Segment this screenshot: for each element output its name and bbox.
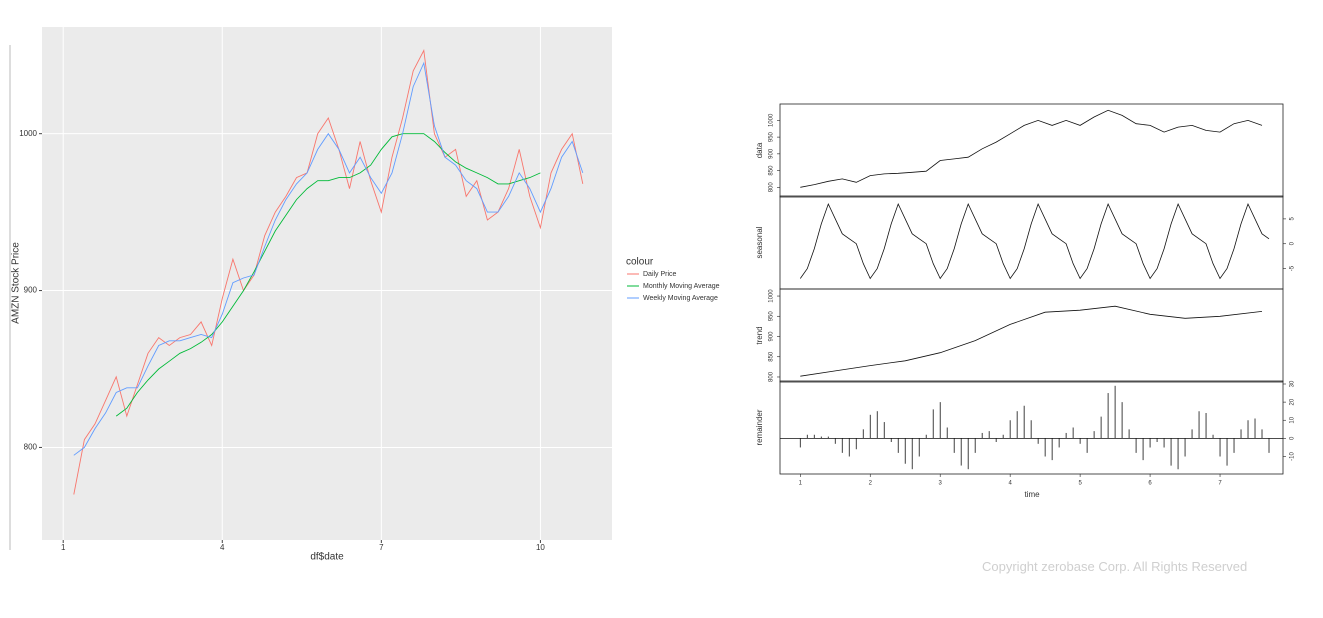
legend-label: Monthly Moving Average xyxy=(643,283,720,290)
y-tick-label: 950 xyxy=(769,131,775,142)
panel-label: remainder xyxy=(755,409,764,445)
panel-frame xyxy=(779,288,1284,383)
y-tick-label: 30 xyxy=(1290,380,1296,387)
plot-panel xyxy=(42,27,612,540)
y-tick-label: 1000 xyxy=(769,289,775,303)
copyright: Copyright zerobase Corp. All Rights Rese… xyxy=(982,559,1248,574)
y-tick-label: 800 xyxy=(769,371,775,382)
line xyxy=(800,109,1263,188)
x-tick-label: 5 xyxy=(1078,481,1082,487)
x-axis-title: time xyxy=(1024,490,1040,499)
panel-label: trend xyxy=(755,326,764,344)
x-tick-label: 7 xyxy=(379,543,384,552)
line xyxy=(799,202,1270,280)
y-tick-label: 1000 xyxy=(19,129,37,138)
y-tick-label: 0 xyxy=(1290,241,1296,245)
line xyxy=(115,133,541,417)
legend-title: colour xyxy=(626,257,654,268)
y-tick-label: 20 xyxy=(1290,398,1296,405)
x-tick-label: 3 xyxy=(939,481,943,487)
x-tick-label: 7 xyxy=(1218,481,1222,487)
x-tick-label: 1 xyxy=(61,543,66,552)
y-tick-label: 10 xyxy=(1290,416,1296,423)
panel-frame xyxy=(779,195,1284,290)
y-tick-label: 800 xyxy=(769,182,775,193)
x-tick-label: 1 xyxy=(799,481,803,487)
legend-label: Weekly Moving Average xyxy=(643,295,718,302)
x-tick-label: 6 xyxy=(1148,481,1152,487)
panel-frame xyxy=(779,380,1284,475)
y-tick-label: -5 xyxy=(1290,265,1296,271)
y-tick-label: 1000 xyxy=(769,113,775,127)
y-tick-label: -10 xyxy=(1290,452,1296,461)
line xyxy=(73,61,584,456)
y-axis-title: AMZN Stock Price xyxy=(11,242,22,324)
legend-label: Daily Price xyxy=(643,271,677,278)
y-tick-label: 950 xyxy=(769,311,775,322)
x-axis-title: df$date xyxy=(310,552,344,563)
x-tick-label: 4 xyxy=(1008,481,1012,487)
panel-frame xyxy=(779,103,1284,198)
y-tick-label: 850 xyxy=(769,165,775,176)
y-tick-label: 900 xyxy=(769,331,775,342)
line xyxy=(800,305,1263,377)
x-tick-label: 4 xyxy=(220,543,225,552)
x-tick-label: 2 xyxy=(869,481,873,487)
x-tick-label: 10 xyxy=(536,543,545,552)
y-tick-label: 800 xyxy=(24,443,38,452)
y-tick-label: 5 xyxy=(1290,217,1296,221)
y-tick-label: 900 xyxy=(24,286,38,295)
y-tick-label: 0 xyxy=(1290,436,1296,440)
panel-label: seasonal xyxy=(755,226,764,258)
y-tick-label: 850 xyxy=(769,351,775,362)
y-tick-label: 900 xyxy=(769,148,775,159)
panel-label: data xyxy=(755,142,764,158)
